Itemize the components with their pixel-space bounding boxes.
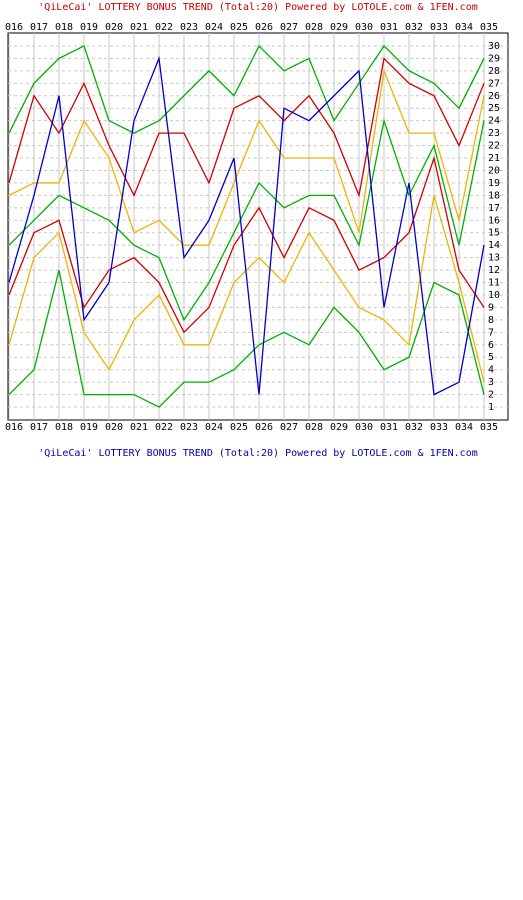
x-tick-label-top: 035 (480, 22, 498, 33)
x-tick-label-bottom: 028 (305, 422, 323, 433)
y-tick-label: 24 (488, 116, 500, 127)
trend-line (8, 44, 485, 134)
x-tick-label-top: 027 (280, 22, 298, 33)
x-tick-label-bottom: 025 (230, 422, 248, 433)
x-tick-label-bottom: 027 (280, 422, 298, 433)
y-tick-label: 29 (488, 53, 500, 64)
y-tick-label: 7 (488, 327, 494, 338)
x-tick-label-top: 032 (405, 22, 423, 33)
trend-line (8, 155, 485, 334)
trend-line (8, 269, 485, 408)
x-tick-label-bottom: 030 (355, 422, 373, 433)
y-tick-label: 6 (488, 340, 494, 351)
chart-title: 'QiLeCai' LOTTERY BONUS TREND (Total:20)… (38, 2, 478, 13)
x-tick-label-top: 021 (130, 22, 148, 33)
y-tick-label: 26 (488, 91, 500, 102)
x-tick-label-bottom: 021 (130, 422, 148, 433)
y-tick-label: 8 (488, 315, 494, 326)
x-tick-label-top: 017 (30, 22, 48, 33)
y-tick-label: 30 (488, 41, 500, 52)
x-tick-label-top: 033 (430, 22, 448, 33)
y-tick-label: 2 (488, 390, 494, 401)
x-tick-label-top: 020 (105, 22, 123, 33)
y-tick-label: 28 (488, 66, 500, 77)
y-tick-label: 16 (488, 215, 500, 226)
x-tick-label-top: 028 (305, 22, 323, 33)
y-tick-label: 18 (488, 190, 500, 201)
y-tick-label: 21 (488, 153, 500, 164)
y-tick-label: 14 (488, 240, 500, 251)
x-tick-label-top: 034 (455, 22, 473, 33)
x-tick-label-bottom: 016 (5, 422, 23, 433)
x-tick-label-bottom: 020 (105, 422, 123, 433)
trend-line (8, 118, 485, 322)
trend-line (8, 57, 485, 198)
y-tick-label: 11 (488, 278, 500, 289)
x-tick-label-top: 025 (230, 22, 248, 33)
y-tick-label: 25 (488, 103, 500, 114)
y-tick-label: 17 (488, 203, 500, 214)
x-tick-label-top: 018 (55, 22, 73, 33)
x-tick-label-bottom: 029 (330, 422, 348, 433)
plot-frame (7, 32, 509, 421)
x-tick-label-bottom: 018 (55, 422, 73, 433)
x-tick-label-top: 030 (355, 22, 373, 33)
x-tick-label-top: 016 (5, 22, 23, 33)
x-tick-label-bottom: 023 (180, 422, 198, 433)
y-tick-label: 20 (488, 165, 500, 176)
y-tick-label: 12 (488, 265, 500, 276)
x-tick-label-top: 022 (155, 22, 173, 33)
x-tick-label-bottom: 035 (480, 422, 498, 433)
x-tick-label-bottom: 017 (30, 422, 48, 433)
trend-line (8, 55, 485, 396)
x-tick-label-bottom: 019 (80, 422, 98, 433)
chart-footer-title: 'QiLeCai' LOTTERY BONUS TREND (Total:20)… (38, 448, 478, 459)
x-tick-label-top: 024 (205, 22, 223, 33)
x-tick-label-top: 019 (80, 22, 98, 33)
x-tick-label-top: 023 (180, 22, 198, 33)
y-tick-label: 15 (488, 228, 500, 239)
x-tick-label-bottom: 031 (380, 422, 398, 433)
x-tick-label-bottom: 022 (155, 422, 173, 433)
y-tick-label: 10 (488, 290, 500, 301)
x-tick-label-bottom: 033 (430, 422, 448, 433)
y-tick-label: 13 (488, 253, 500, 264)
y-tick-label: 22 (488, 141, 500, 152)
trend-line (8, 195, 485, 383)
x-tick-label-top: 026 (255, 22, 273, 33)
x-tick-label-bottom: 026 (255, 422, 273, 433)
x-tick-label-bottom: 024 (205, 422, 223, 433)
y-tick-label: 1 (488, 402, 494, 413)
trend-line (8, 68, 485, 246)
y-tick-label: 3 (488, 377, 494, 388)
x-tick-label-bottom: 034 (455, 422, 473, 433)
y-tick-label: 27 (488, 78, 500, 89)
x-tick-label-top: 029 (330, 22, 348, 33)
y-tick-label: 4 (488, 365, 494, 376)
y-tick-label: 9 (488, 302, 494, 313)
y-tick-label: 19 (488, 178, 500, 189)
x-tick-label-bottom: 032 (405, 422, 423, 433)
y-tick-label: 5 (488, 352, 494, 363)
y-tick-label: 23 (488, 128, 500, 139)
x-tick-label-top: 031 (380, 22, 398, 33)
